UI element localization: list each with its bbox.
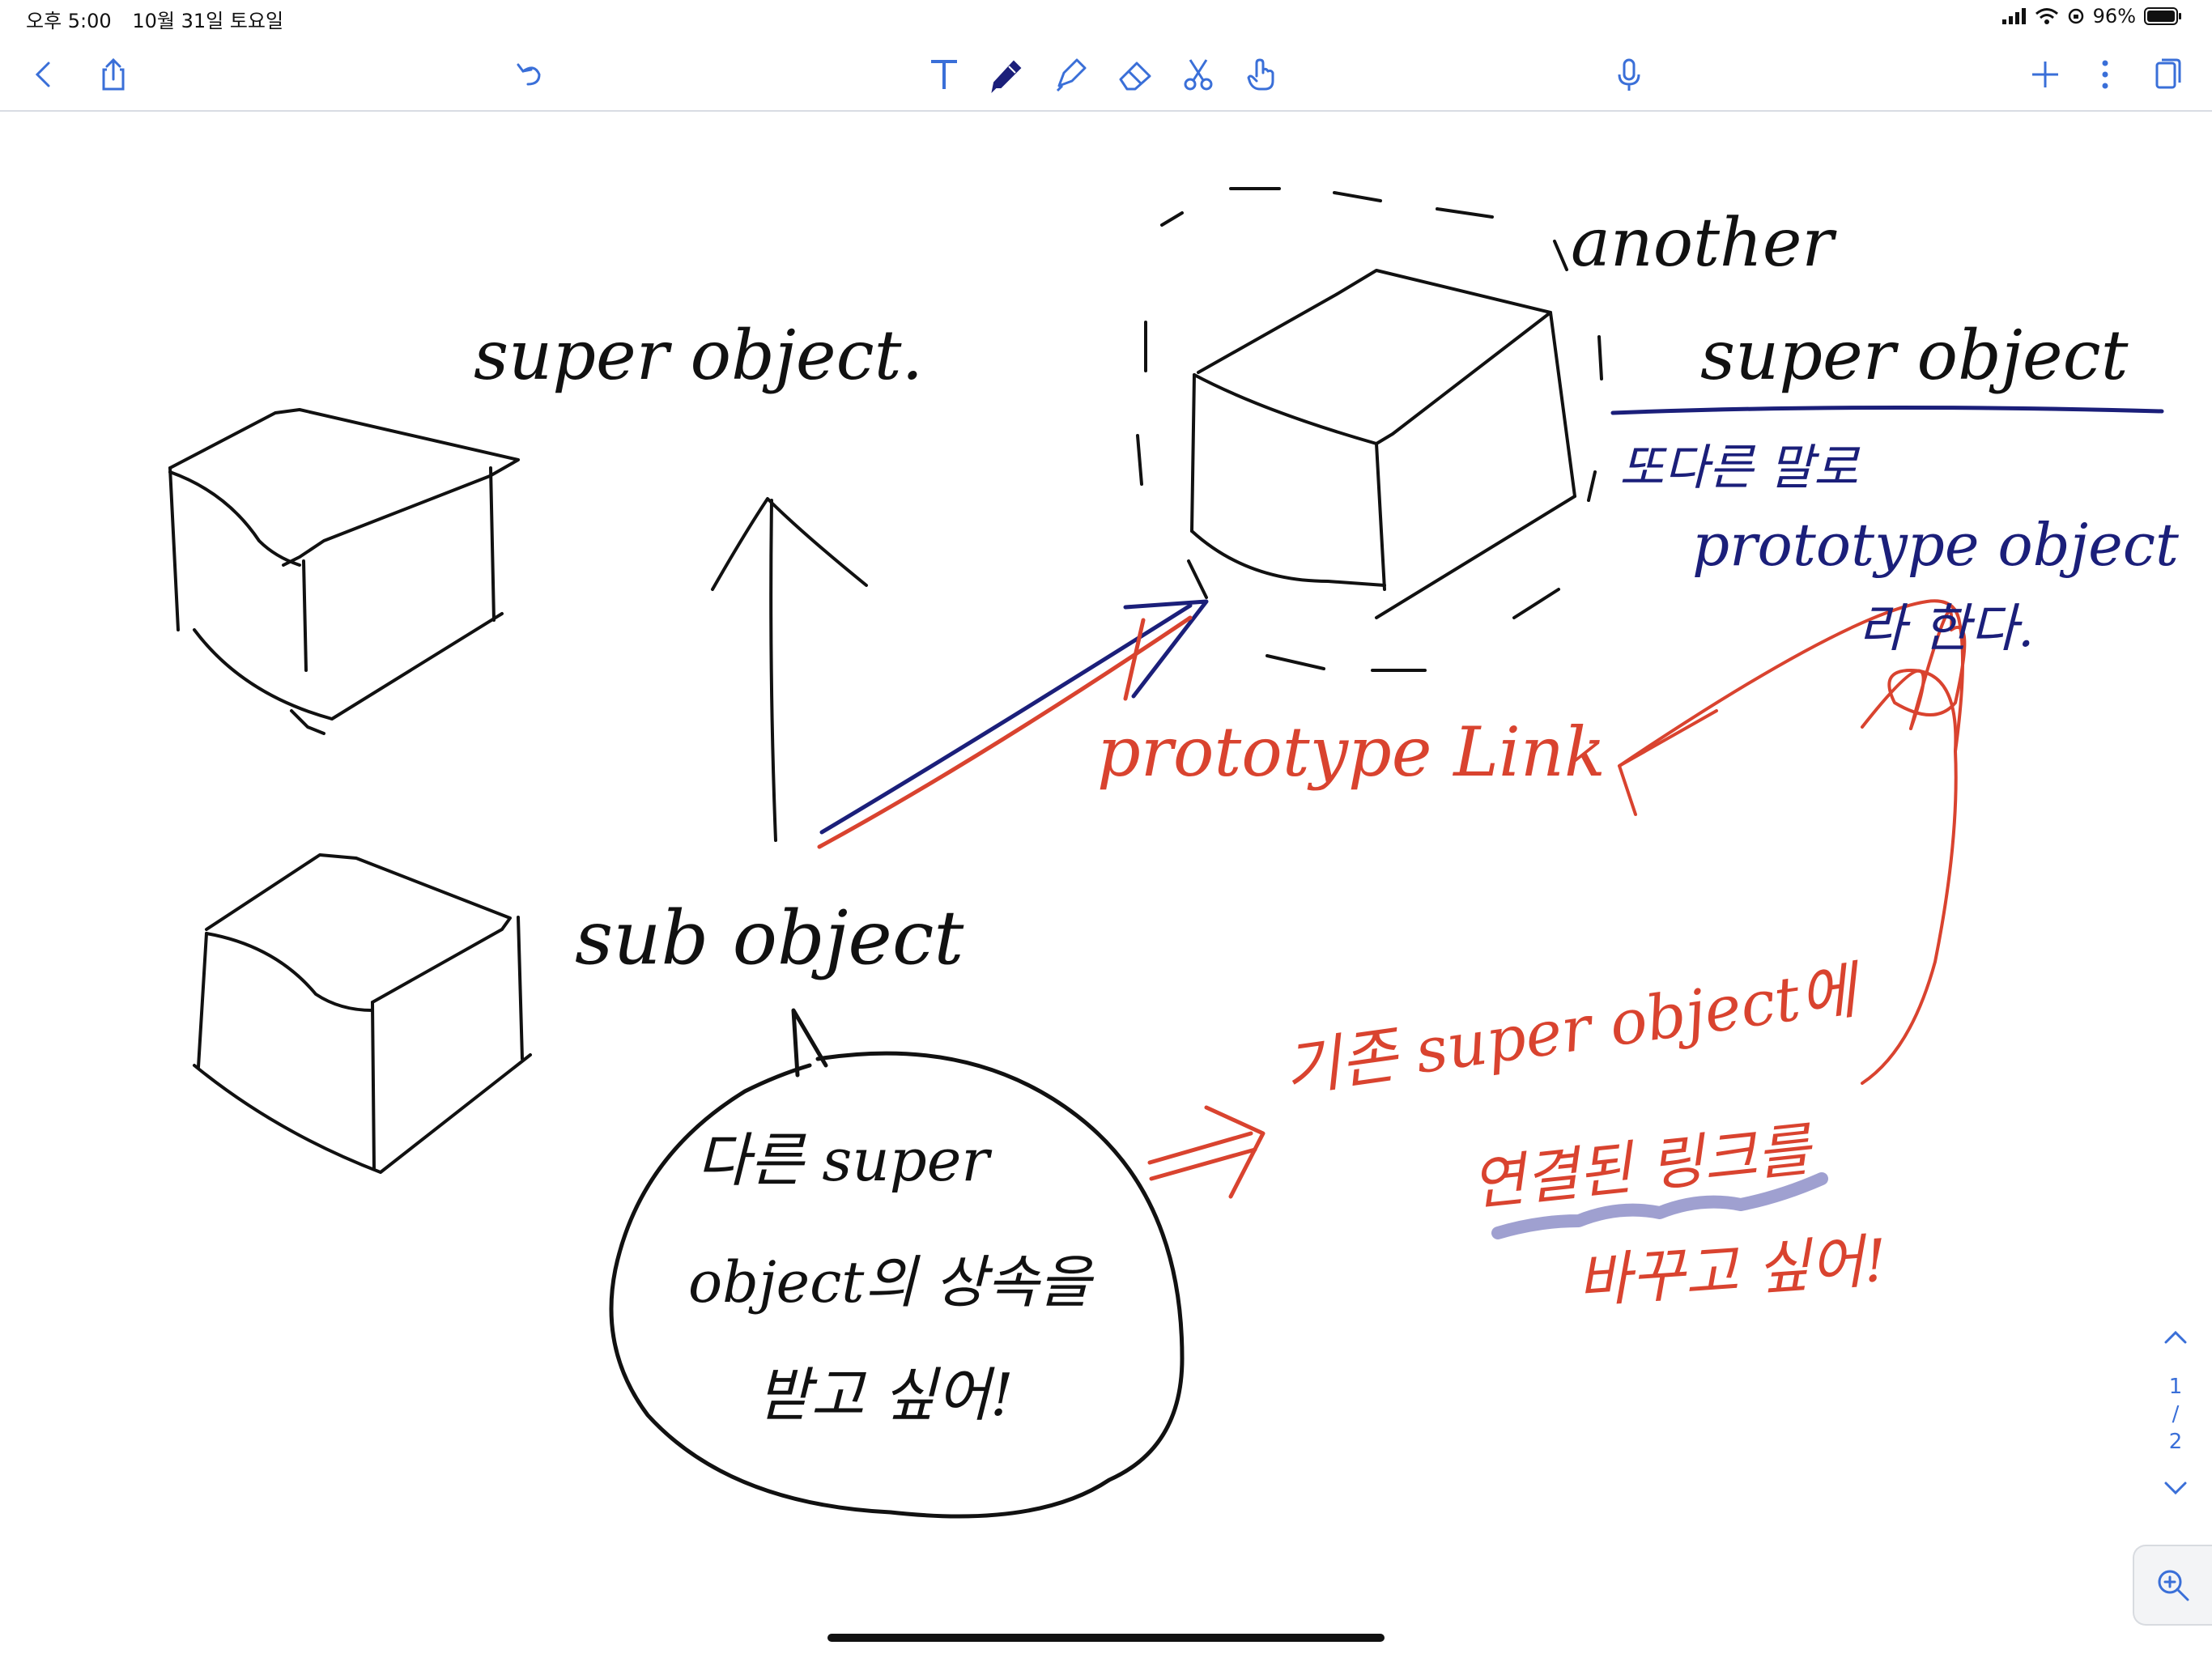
bubble-line2: object의 상속을: [688, 1249, 1095, 1316]
label-prototype-link: prototype Link: [1097, 712, 1606, 792]
title-underline: [1610, 405, 2164, 415]
current-page-number: 1: [2168, 1375, 2183, 1399]
pages-button[interactable]: [2141, 49, 2193, 100]
super-object-cube-sketch: [168, 408, 520, 735]
prototype-link-arrow: [817, 599, 1209, 849]
add-page-button[interactable]: [2019, 49, 2071, 100]
sub-object-cube-sketch: [193, 853, 532, 1174]
toolbar: [0, 40, 2212, 112]
lasso-scissors-icon: [1184, 59, 1213, 91]
text-tool-icon: [931, 60, 957, 89]
annotation-line1: 또다른 말로: [1619, 440, 1861, 496]
pages-icon: [2155, 58, 2181, 89]
more-button[interactable]: [2079, 49, 2131, 100]
highlighter-tool-icon: [1056, 58, 1087, 92]
zoom-button[interactable]: [2133, 1545, 2212, 1626]
eraser-tool-button[interactable]: [1109, 49, 1161, 100]
result-line3: 바꾸고 싶어!: [1575, 1226, 1889, 1316]
page-up-button[interactable]: [2159, 1321, 2192, 1354]
status-left: 오후 5:00 10월 31일 토요일: [26, 5, 298, 33]
zoom-in-icon: [2158, 1570, 2189, 1601]
battery-percent: 96%: [2092, 5, 2136, 28]
bubble-line1: 다른 super: [696, 1126, 992, 1194]
annotation-line3: 라 한다.: [1858, 599, 2034, 659]
speech-bubble: [609, 1008, 1185, 1519]
double-arrow-right: [1147, 1105, 1266, 1199]
chevron-left-icon: [35, 62, 50, 87]
hand-pointer-icon: [1247, 58, 1274, 91]
label-super-object: super object.: [474, 316, 923, 395]
status-date: 10월 31일 토요일: [132, 10, 284, 32]
back-button[interactable]: [18, 49, 70, 100]
status-bar: 오후 5:00 10월 31일 토요일 96%: [0, 0, 2212, 40]
label-sub-object: sub object: [575, 895, 964, 981]
label-another: another: [1571, 205, 1837, 282]
chevron-down-icon: [2164, 1482, 2187, 1495]
pen-tool-icon: [991, 60, 1022, 94]
text-tool-button[interactable]: [918, 49, 970, 100]
cellular-signal-icon: [2001, 8, 2026, 24]
orientation-lock-icon: [2068, 8, 2083, 24]
bubble-line3: 받고 싶어!: [757, 1361, 1014, 1429]
wifi-icon: [2035, 8, 2058, 24]
more-icon: [2102, 60, 2108, 89]
hand-tool-button[interactable]: [1236, 49, 1287, 100]
undo-icon: [517, 63, 541, 86]
chevron-up-icon: [2164, 1330, 2187, 1344]
total-page-count: 2: [2168, 1430, 2183, 1454]
another-super-object-cube-sketch: [1190, 269, 1576, 619]
eraser-tool-icon: [1119, 62, 1151, 91]
share-button[interactable]: [87, 49, 139, 100]
share-icon: [102, 57, 125, 91]
page-down-button[interactable]: [2159, 1472, 2192, 1504]
highlighter-tool-button[interactable]: [1044, 49, 1096, 100]
home-indicator[interactable]: [827, 1634, 1385, 1642]
dashed-highlight-circle: [1136, 187, 1603, 672]
microphone-icon: [1618, 58, 1640, 91]
note-canvas[interactable]: super object. sub object another super o…: [0, 112, 2212, 1658]
annotation-line2: prototype object: [1692, 511, 2180, 579]
undo-button[interactable]: [504, 49, 555, 100]
inheritance-arrow-up: [711, 497, 868, 842]
plus-icon: [2032, 62, 2058, 87]
pen-tool-button[interactable]: [980, 49, 1032, 100]
status-time: 오후 5:00: [26, 10, 112, 32]
result-line1: 기존 super object에: [1279, 953, 1866, 1105]
wavy-highlight: [1491, 1172, 1828, 1239]
status-right: 96%: [2001, 5, 2183, 28]
lasso-tool-button[interactable]: [1172, 49, 1224, 100]
label-another-super-object: super object: [1700, 316, 2129, 395]
battery-icon: [2144, 7, 2181, 25]
return-arrow: [1618, 599, 1967, 1085]
microphone-button[interactable]: [1603, 49, 1655, 100]
page-separator: /: [2172, 1402, 2180, 1426]
page-navigator: 1 / 2: [2139, 1312, 2212, 1514]
